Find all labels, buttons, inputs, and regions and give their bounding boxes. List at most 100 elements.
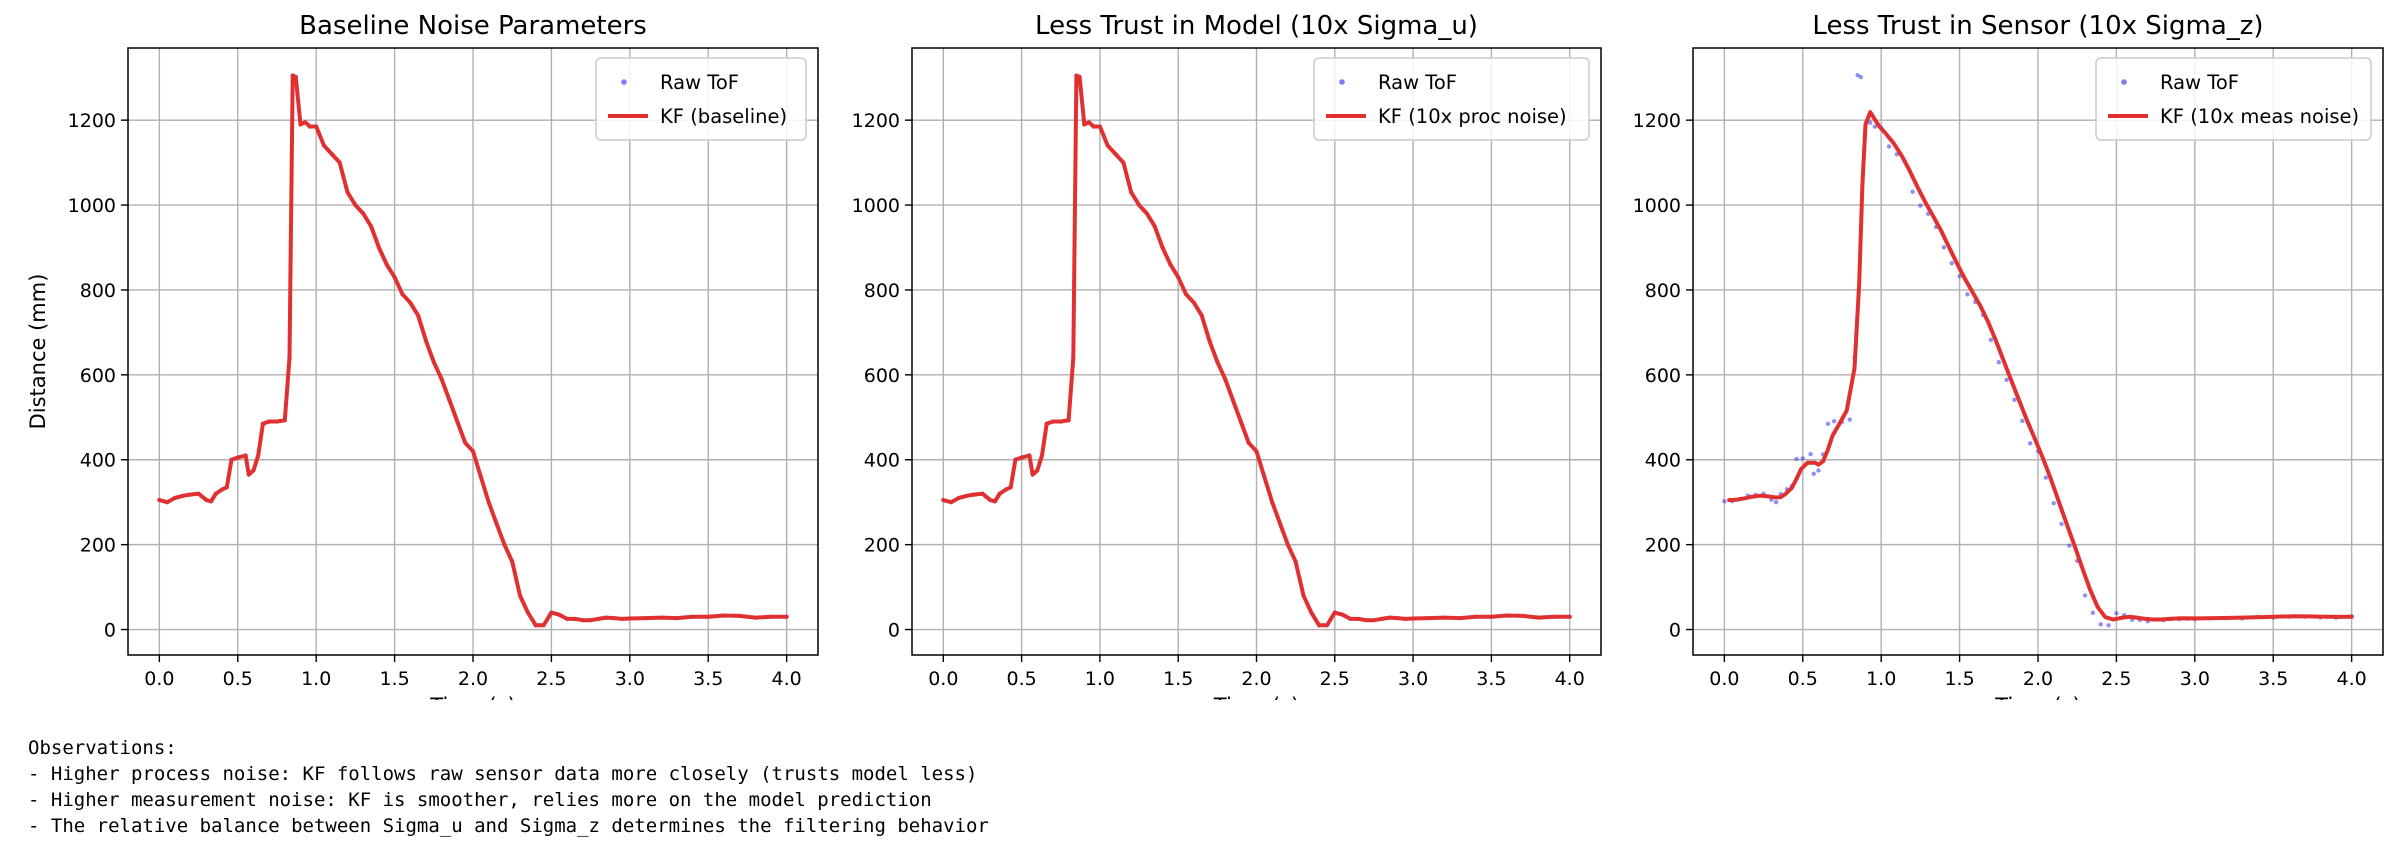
y-tick-label: 200: [80, 535, 116, 557]
observations-text: Observations: - Higher process noise: KF…: [28, 735, 989, 839]
raw-tof-point: [2114, 611, 2119, 616]
x-tick-label: 4.0: [2337, 668, 2367, 690]
axes-frame: [1692, 47, 2384, 656]
raw-tof-point: [2012, 397, 2017, 403]
x-tick-label: 0.5: [223, 668, 253, 690]
observation-line-1: - Higher process noise: KF follows raw s…: [28, 763, 978, 785]
y-tick-label: 0: [1669, 620, 1681, 642]
y-axis-label: Distance (mm): [26, 274, 50, 430]
raw-tof-point: [1808, 452, 1813, 457]
kf-line: [941, 73, 1572, 628]
raw-tof-point: [2043, 475, 2049, 480]
y-tick-label: 400: [80, 450, 116, 472]
x-tick-label: 1.0: [301, 668, 331, 690]
raw-tof-point: [1811, 471, 1816, 476]
x-tick-label: 0.0: [928, 668, 958, 690]
raw-tof-point: [2051, 500, 2056, 506]
legend-label-kf: KF (10x meas noise): [2160, 105, 2359, 128]
legend-box: [595, 57, 807, 141]
chart-panel-2: 0.0 0.5 1.0 1.5 2.0 2.5 3.0 3.5 4.0 0 200 400 600 800…: [852, 11, 1602, 700]
raw-tof-point: [1965, 292, 1970, 297]
x-tick-label: 1.5: [1944, 668, 1974, 690]
x-tick-label: 3.5: [1476, 668, 1506, 690]
raw-tof-point: [1773, 499, 1779, 505]
legend: Raw ToF KF (10x meas noise): [2095, 57, 2372, 141]
x-tick-label: 2.0: [458, 668, 488, 690]
x-tick-label: 3.5: [2258, 668, 2288, 690]
raw-tof-point: [1800, 456, 1805, 461]
x-tick-label: 0.0: [144, 668, 174, 690]
observation-line-3: - The relative balance between Sigma_u a…: [28, 815, 989, 837]
x-tick-label: 2.5: [536, 668, 566, 690]
y-tick-label: 800: [1645, 280, 1681, 302]
raw-tof-point: [1988, 337, 1994, 342]
x-tick-label: 3.0: [615, 668, 645, 690]
chart-title: Baseline Noise Parameters: [299, 11, 647, 41]
y-tick-label: 600: [80, 365, 116, 387]
raw-tof-point: [1886, 144, 1892, 149]
x-tick-label: 1.0: [1085, 668, 1115, 690]
legend-label-kf: KF (baseline): [660, 105, 787, 128]
kf-line: [157, 73, 789, 628]
y-tick-label: 1200: [68, 110, 116, 132]
x-tick-label: 4.0: [1555, 668, 1585, 690]
y-tick-label: 800: [80, 280, 116, 302]
y-tick-label: 400: [1645, 450, 1681, 472]
y-tick-label: 600: [864, 365, 900, 387]
legend-marker-raw: [1339, 79, 1345, 85]
observation-line-2: - Higher measurement noise: KF is smooth…: [28, 789, 932, 811]
legend-box: [2095, 57, 2372, 141]
legend-box: [1313, 57, 1590, 141]
raw-tof-point: [1872, 124, 1878, 129]
y-tick-label: 1200: [1633, 110, 1681, 132]
raw-tof-point: [1858, 74, 1863, 80]
chart-panel-3: 0.0 0.5 1.0 1.5 2.0 2.5 3.0 3.5 4.0 0 200 400 600 800…: [1633, 11, 2384, 700]
raw-tof-point: [1868, 120, 1873, 125]
legend-marker-raw: [2121, 79, 2127, 85]
x-axis-label: Time (s): [429, 694, 515, 700]
raw-tof-point: [1941, 245, 1947, 250]
chart-panel-1: 0.0 0.5 1.0 1.5 2.0 2.5 3.0 3.5 4.0 0 200 400 600 800…: [26, 11, 819, 700]
x-tick-label: 3.0: [2180, 668, 2210, 690]
legend-label-raw: Raw ToF: [2160, 71, 2239, 94]
axes-frame: [127, 47, 819, 656]
raw-tof-point: [2027, 441, 2033, 446]
raw-tof-point: [1957, 273, 1962, 279]
legend-label-raw: Raw ToF: [660, 71, 739, 94]
raw-tof-point: [2020, 418, 2025, 423]
x-tick-label: 3.5: [693, 668, 723, 690]
y-tick-label: 1200: [852, 110, 900, 132]
x-tick-label: 1.0: [1866, 668, 1896, 690]
raw-tof-point: [1831, 418, 1837, 424]
raw-tof-point: [1847, 417, 1853, 422]
x-tick-label: 2.5: [1320, 668, 1350, 690]
raw-tof-point: [1996, 360, 2001, 365]
legend-label-raw: Raw ToF: [1378, 71, 1457, 94]
x-tick-label: 1.5: [379, 668, 409, 690]
raw-tof-point: [1794, 456, 1799, 462]
raw-tof-point: [1816, 468, 1821, 473]
raw-tof-point: [2004, 377, 2009, 383]
x-tick-label: 0.5: [1788, 668, 1818, 690]
y-tick-label: 200: [1645, 535, 1681, 557]
x-axis-label: Time (s): [1213, 694, 1299, 700]
x-tick-label: 1.5: [1163, 668, 1193, 690]
x-tick-label: 2.5: [2101, 668, 2131, 690]
kf-line: [1727, 110, 2354, 622]
x-tick-label: 0.5: [1007, 668, 1037, 690]
y-tick-label: 1000: [1633, 195, 1681, 217]
legend-marker-raw: [621, 79, 627, 85]
y-tick-label: 600: [1645, 365, 1681, 387]
y-tick-label: 800: [864, 280, 900, 302]
figure: 0.0 0.5 1.0 1.5 2.0 2.5 3.0 3.5 4.0 0 200 400 600 800…: [26, 11, 2384, 700]
raw-tof-point: [2098, 622, 2103, 627]
x-tick-label: 4.0: [772, 668, 802, 690]
legend: Raw ToF KF (10x proc noise): [1313, 57, 1590, 141]
axes-frame: [911, 47, 1602, 656]
legend: Raw ToF KF (baseline): [595, 57, 807, 141]
x-tick-label: 2.0: [1241, 668, 1271, 690]
raw-tof-point: [2082, 593, 2088, 598]
chart-title: Less Trust in Model (10x Sigma_u): [1035, 11, 1478, 41]
raw-tof-point: [2059, 521, 2064, 527]
raw-tof-point: [1825, 421, 1831, 427]
